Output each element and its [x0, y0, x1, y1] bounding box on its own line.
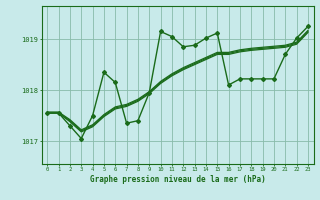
X-axis label: Graphe pression niveau de la mer (hPa): Graphe pression niveau de la mer (hPa): [90, 175, 266, 184]
